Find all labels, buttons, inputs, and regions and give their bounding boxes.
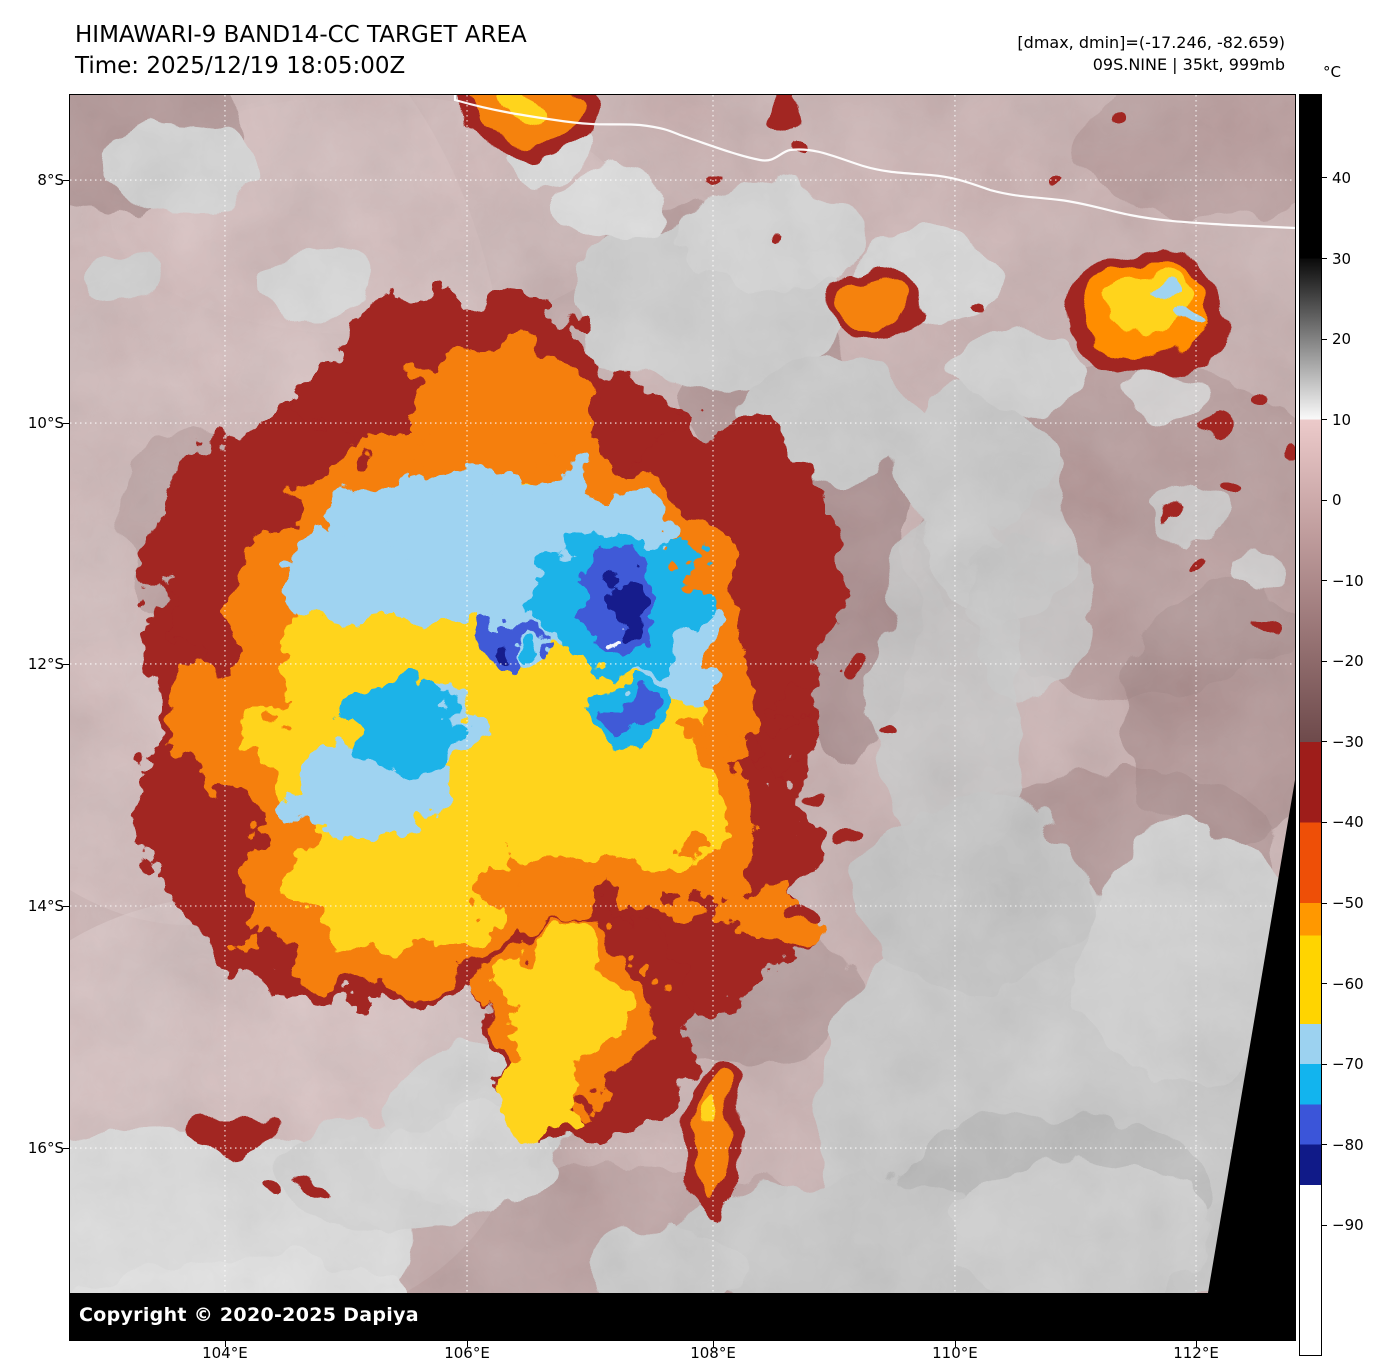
colorbar-tick-mark — [1321, 1063, 1327, 1065]
lat-tick-mark — [63, 180, 70, 182]
colorbar-tick-label: −90 — [1332, 1216, 1364, 1235]
colorbar-tick-mark — [1321, 177, 1327, 179]
lat-tick-mark — [63, 663, 70, 665]
colorbar-tick-label: 20 — [1332, 330, 1352, 349]
lat-tick-label: 12°S — [27, 654, 64, 673]
scan-edge-mask — [70, 780, 1295, 1340]
lat-tick-mark — [63, 905, 70, 907]
colorbar-tick-mark — [1321, 1144, 1327, 1146]
lon-tick-mark — [713, 1341, 714, 1347]
dmax-dmin-readout: [dmax, dmin]=(-17.246, -82.659) — [1017, 33, 1285, 52]
lat-tick-label: 10°S — [27, 414, 64, 433]
colorbar-tick-label: −60 — [1332, 974, 1364, 993]
cyclone-coldest-pixel — [611, 619, 621, 629]
lat-tick-label: 8°S — [37, 171, 64, 190]
colorbar-tick-label: −40 — [1332, 813, 1364, 832]
colorbar-tick-mark — [1321, 902, 1327, 904]
colorbar-tick-label: −10 — [1332, 571, 1364, 590]
colorbar-tick-label: 10 — [1332, 410, 1352, 429]
colorbar-tick-mark — [1321, 419, 1327, 421]
lon-tick-label: 108°E — [690, 1344, 736, 1359]
storm-info: 09S.NINE | 35kt, 999mb — [1092, 55, 1285, 74]
lat-tick-mark — [63, 1148, 70, 1150]
cyclone-navy-cores — [497, 578, 656, 657]
lon-tick-mark — [1196, 1341, 1198, 1347]
lon-tick-label: 110°E — [932, 1344, 978, 1359]
bottom-black-strip — [70, 1293, 1295, 1340]
colorbar-tick-mark — [1321, 741, 1327, 743]
colorbar-tick-mark — [1321, 499, 1327, 501]
scan-edge-wedge — [1200, 780, 1295, 1340]
colorbar-tick-label: 30 — [1332, 249, 1352, 268]
copyright: Copyright © 2020-2025 Dapiya — [79, 1304, 419, 1326]
colorbar-tick-label: 40 — [1332, 168, 1352, 187]
colorbar-tick-label: −50 — [1332, 894, 1364, 913]
satellite-map: Copyright © 2020-2025 Dapiya — [69, 94, 1296, 1341]
colorbar-tick-mark — [1321, 1224, 1327, 1226]
colorbar-tick-label: −30 — [1332, 732, 1364, 751]
colorbar: 40 30 20 10 0 −10 −20 −30 −40 −50 −60 −70 −80 −90 — [1299, 94, 1364, 1356]
timestamp: Time: 2025/12/19 18:05:00Z — [75, 53, 406, 79]
lon-tick-label: 104°E — [202, 1344, 248, 1359]
grid-overlay — [70, 95, 1295, 1293]
page-title: HIMAWARI-9 BAND14-CC TARGET AREA — [75, 22, 527, 48]
colorbar-tick-label: −80 — [1332, 1135, 1364, 1154]
lat-tick-label: 14°S — [27, 896, 64, 915]
lon-tick-mark — [467, 1341, 469, 1347]
colorbar-tick-mark — [1321, 660, 1327, 662]
colorbar-tick-mark — [1321, 821, 1327, 823]
satellite-image — [70, 95, 1295, 1340]
lon-tick-mark — [224, 1341, 226, 1347]
colorbar-tick-mark — [1321, 580, 1327, 582]
colorbar-unit-label: °C — [1323, 63, 1341, 81]
colorbar-gradient — [1300, 95, 1321, 1355]
lon-tick-mark — [954, 1341, 956, 1347]
colorbar-tick-label: −70 — [1332, 1055, 1364, 1074]
lon-tick-label: 106°E — [444, 1344, 490, 1359]
lat-tick-label: 16°S — [27, 1139, 64, 1158]
colorbar-tick-label: 0 — [1332, 491, 1342, 510]
lat-tick-mark — [63, 423, 70, 425]
colorbar-tick-label: −20 — [1332, 652, 1364, 671]
lon-tick-label: 112°E — [1173, 1344, 1219, 1359]
cold-cloud-features — [178, 95, 1291, 1216]
coastline — [453, 95, 1295, 230]
cyclone — [145, 290, 845, 1145]
colorbar-tick-mark — [1321, 258, 1327, 260]
colorbar-tick-mark — [1321, 983, 1327, 985]
colorbar-tick-mark — [1321, 338, 1327, 340]
